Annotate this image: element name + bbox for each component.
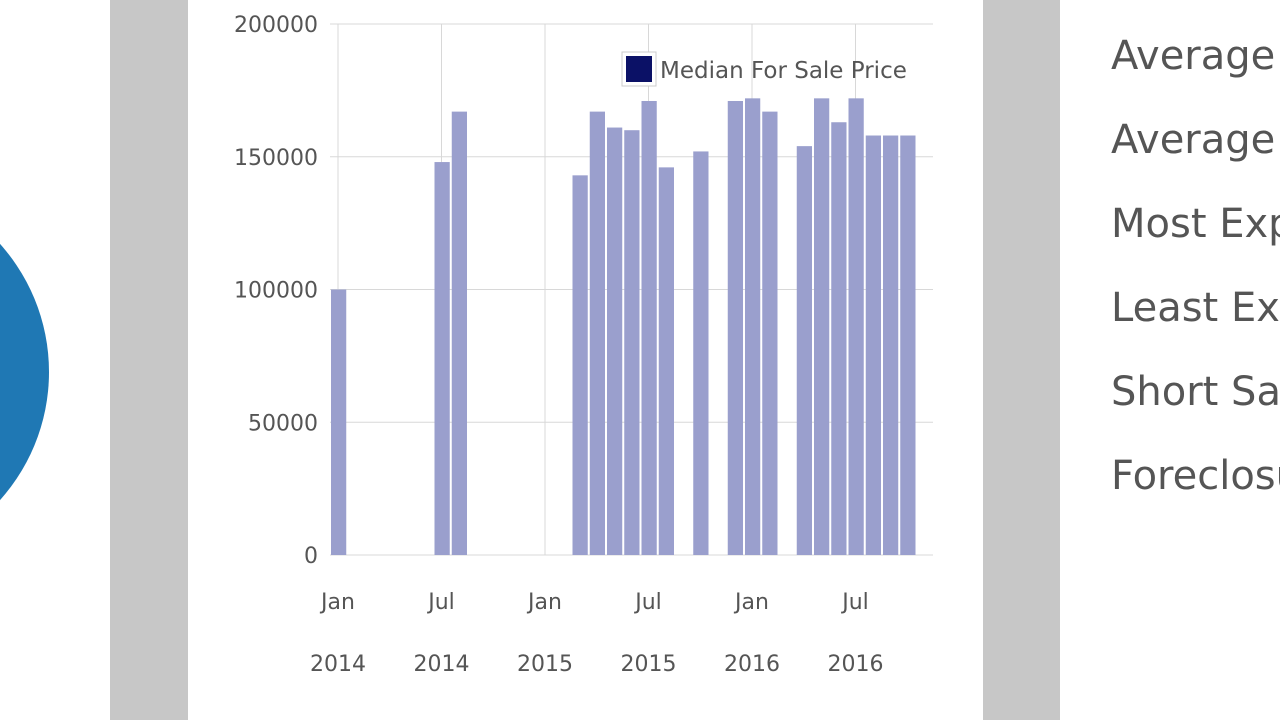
- x-tick-year: 2014: [414, 652, 470, 677]
- stats-panel: Average Average Most Exp Least Exp Short…: [1060, 0, 1280, 720]
- pie-chart-slice: [0, 180, 49, 564]
- bar[interactable]: [607, 127, 623, 556]
- bar[interactable]: [624, 130, 640, 555]
- x-tick-month: Jul: [633, 590, 662, 615]
- median-price-chart-card: 0 50000 100000 150000 200000 Jan 2014 Jul 2014 J…: [188, 0, 983, 720]
- bar[interactable]: [814, 98, 830, 555]
- stat-most-expensive: Most Exp: [1111, 201, 1280, 247]
- x-tick-year: 2016: [828, 652, 884, 677]
- bar[interactable]: [331, 289, 347, 556]
- bar[interactable]: [727, 100, 743, 556]
- legend-swatch: [626, 56, 652, 82]
- x-axis-ticks: Jan 2014 Jul 2014 Jan 2015 Jul 2015 Jan 2016 Jul 20…: [310, 590, 884, 677]
- bar[interactable]: [848, 98, 864, 555]
- y-axis-ticks: 0 50000 100000 150000 200000: [234, 13, 318, 569]
- gray-divider-right: [983, 0, 1060, 720]
- bar[interactable]: [883, 135, 899, 555]
- bar[interactable]: [589, 111, 605, 556]
- stat-short-sales: Short Sal: [1111, 369, 1280, 415]
- x-tick-month: Jan: [526, 590, 562, 615]
- y-tick-label: 200000: [234, 13, 318, 38]
- bar[interactable]: [641, 100, 657, 556]
- y-tick-label: 50000: [248, 411, 318, 436]
- stat-average-second: Average: [1111, 117, 1276, 163]
- bar[interactable]: [745, 98, 761, 555]
- gray-divider-left: [110, 0, 188, 720]
- x-tick-month: Jan: [733, 590, 769, 615]
- stat-foreclosures: Foreclosu: [1111, 453, 1280, 499]
- left-panel: [0, 0, 110, 720]
- y-tick-label: 100000: [234, 279, 318, 304]
- x-tick-year: 2015: [621, 652, 677, 677]
- x-tick-year: 2015: [517, 652, 573, 677]
- bar[interactable]: [451, 111, 467, 556]
- bars: [331, 98, 916, 556]
- bar[interactable]: [434, 162, 450, 555]
- legend[interactable]: Median For Sale Price: [621, 51, 907, 87]
- y-tick-label: 0: [304, 544, 318, 569]
- bar[interactable]: [572, 175, 588, 555]
- bar[interactable]: [762, 111, 778, 556]
- x-tick-month: Jul: [426, 590, 455, 615]
- bar[interactable]: [693, 151, 709, 555]
- legend-label: Median For Sale Price: [660, 58, 907, 84]
- x-tick-year: 2016: [724, 652, 780, 677]
- y-tick-label: 150000: [234, 146, 318, 171]
- bar[interactable]: [865, 135, 881, 555]
- x-tick-month: Jan: [319, 590, 355, 615]
- x-tick-year: 2014: [310, 652, 366, 677]
- bar[interactable]: [658, 167, 674, 555]
- bar[interactable]: [900, 135, 916, 555]
- stat-average-price: Average: [1111, 33, 1276, 79]
- bar[interactable]: [831, 122, 847, 556]
- bar[interactable]: [796, 146, 812, 555]
- stat-least-expensive: Least Exp: [1111, 285, 1280, 331]
- x-tick-month: Jul: [840, 590, 869, 615]
